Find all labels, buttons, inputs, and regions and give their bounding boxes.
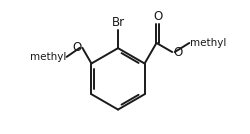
Text: O: O xyxy=(173,46,182,59)
Text: O: O xyxy=(153,10,162,23)
Text: methyl: methyl xyxy=(30,52,66,62)
Text: O: O xyxy=(72,41,82,54)
Text: Br: Br xyxy=(112,16,124,29)
Text: methyl: methyl xyxy=(190,38,226,48)
